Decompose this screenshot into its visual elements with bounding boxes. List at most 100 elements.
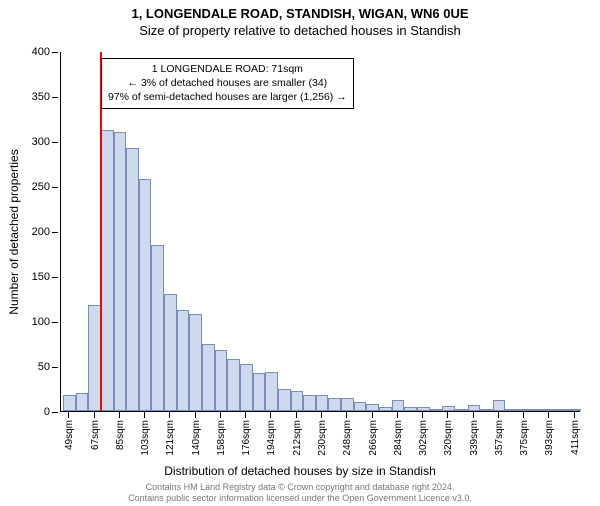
callout-line-2: ← 3% of detached houses are smaller (34)	[108, 76, 347, 90]
x-tick-label: 284sqm	[393, 420, 404, 456]
bar	[468, 405, 481, 411]
y-tick	[52, 367, 58, 368]
bar	[569, 409, 582, 411]
bar	[126, 148, 139, 411]
y-tick-label: 150	[32, 271, 50, 283]
x-tick-label: 339sqm	[469, 420, 480, 456]
x-tick-label: 248sqm	[342, 420, 353, 456]
bar	[164, 294, 177, 411]
y-tick-label: 350	[32, 91, 50, 103]
x-tick	[119, 412, 120, 418]
x-tick	[447, 412, 448, 418]
x-tick	[144, 412, 145, 418]
page-subtitle: Size of property relative to detached ho…	[0, 23, 600, 38]
x-tick	[321, 412, 322, 418]
y-tick-label: 250	[32, 181, 50, 193]
x-tick-label: 357sqm	[494, 420, 505, 456]
x-tick	[195, 412, 196, 418]
y-tick	[52, 322, 58, 323]
x-tick-label: 85sqm	[115, 420, 126, 450]
x-tick-label: 67sqm	[90, 420, 101, 450]
y-axis-label: Number of detached properties	[7, 149, 21, 314]
x-tick-label: 176sqm	[241, 420, 252, 456]
bar	[151, 245, 164, 412]
bar	[76, 393, 89, 411]
x-tick	[498, 412, 499, 418]
bar	[265, 372, 278, 411]
y-tick	[52, 187, 58, 188]
bar	[101, 130, 114, 411]
bar	[480, 409, 493, 411]
y-tick	[52, 142, 58, 143]
callout-box: 1 LONGENDALE ROAD: 71sqm ← 3% of detache…	[101, 58, 354, 109]
bar	[202, 344, 215, 412]
x-tick	[270, 412, 271, 418]
x-tick	[169, 412, 170, 418]
x-tick	[473, 412, 474, 418]
bar	[392, 400, 405, 411]
bar	[442, 406, 455, 411]
bar	[63, 395, 76, 411]
x-tick-label: 158sqm	[216, 420, 227, 456]
bar	[531, 409, 544, 411]
bar	[379, 407, 392, 412]
bar	[518, 409, 531, 411]
histogram-chart: 1 LONGENDALE ROAD: 71sqm ← 3% of detache…	[60, 52, 580, 412]
x-tick	[68, 412, 69, 418]
y-tick-label: 300	[32, 136, 50, 148]
x-tick	[220, 412, 221, 418]
x-tick-label: 302sqm	[418, 420, 429, 456]
bar	[316, 395, 329, 411]
bar	[354, 402, 367, 411]
bar	[189, 314, 202, 411]
bar	[430, 409, 443, 411]
attribution-text: Contains HM Land Registry data © Crown c…	[0, 482, 600, 504]
y-tick	[52, 232, 58, 233]
attribution-line-2: Contains public sector information licen…	[0, 493, 600, 504]
bar	[341, 398, 354, 411]
bar	[556, 409, 569, 411]
bar	[328, 398, 341, 412]
x-tick	[94, 412, 95, 418]
callout-line-1: 1 LONGENDALE ROAD: 71sqm	[108, 62, 347, 76]
x-axis-label: Distribution of detached houses by size …	[0, 464, 600, 478]
y-tick-label: 0	[44, 406, 50, 418]
x-tick	[397, 412, 398, 418]
x-tick-label: 194sqm	[266, 420, 277, 456]
bar	[114, 132, 127, 411]
bar	[366, 404, 379, 411]
y-tick	[52, 52, 58, 53]
y-tick-label: 400	[32, 46, 50, 58]
bar	[240, 364, 253, 411]
bar	[493, 400, 506, 411]
x-tick-label: 140sqm	[191, 420, 202, 456]
callout-line-3: 97% of semi-detached houses are larger (…	[108, 90, 347, 104]
x-tick-label: 103sqm	[140, 420, 151, 456]
bar	[177, 310, 190, 411]
y-tick-label: 200	[32, 226, 50, 238]
attribution-line-1: Contains HM Land Registry data © Crown c…	[0, 482, 600, 493]
x-tick	[346, 412, 347, 418]
x-tick-label: 230sqm	[317, 420, 328, 456]
bar	[139, 179, 152, 411]
x-tick	[523, 412, 524, 418]
bar	[303, 395, 316, 411]
bar	[417, 407, 430, 411]
x-tick-label: 375sqm	[519, 420, 530, 456]
x-tick-label: 121sqm	[165, 420, 176, 456]
bar	[505, 409, 518, 411]
page-title: 1, LONGENDALE ROAD, STANDISH, WIGAN, WN6…	[0, 6, 600, 21]
bar	[253, 373, 266, 411]
bar	[227, 359, 240, 411]
x-tick-label: 393sqm	[544, 420, 555, 456]
bar	[543, 409, 556, 411]
x-tick	[296, 412, 297, 418]
x-tick	[574, 412, 575, 418]
y-tick	[52, 277, 58, 278]
y-tick	[52, 97, 58, 98]
bar	[455, 409, 468, 411]
y-tick	[52, 412, 58, 413]
x-tick-label: 49sqm	[64, 420, 75, 450]
x-tick	[372, 412, 373, 418]
y-tick-label: 50	[38, 361, 50, 373]
